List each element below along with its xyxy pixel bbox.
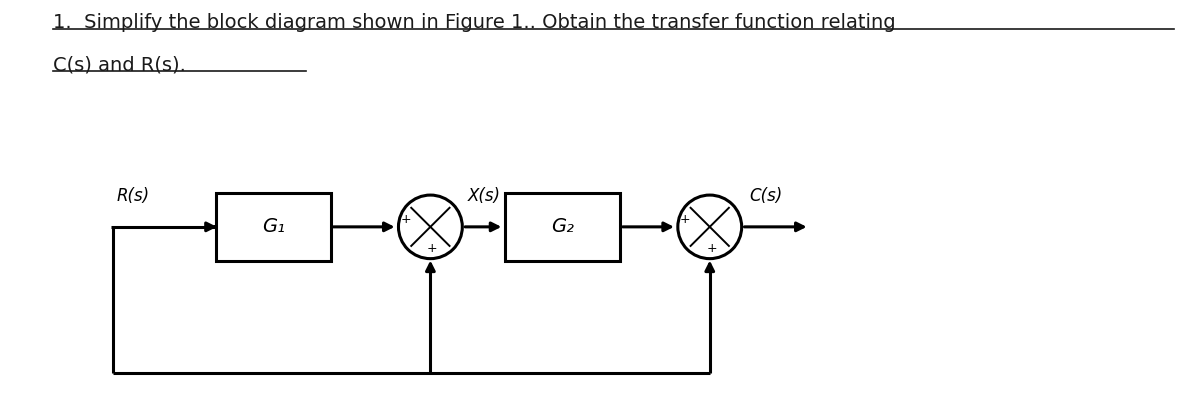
- Text: +: +: [427, 242, 438, 255]
- Text: G₂: G₂: [551, 218, 574, 236]
- Bar: [505, 193, 620, 261]
- Text: C(s): C(s): [750, 187, 782, 205]
- Text: 1.  Simplify the block diagram shown in Figure 1.. Obtain the transfer function : 1. Simplify the block diagram shown in F…: [53, 13, 896, 32]
- Circle shape: [398, 195, 462, 259]
- Text: +: +: [679, 213, 690, 227]
- Text: +: +: [707, 242, 718, 255]
- Bar: [216, 193, 331, 261]
- Text: +: +: [400, 213, 410, 227]
- Text: G₁: G₁: [262, 218, 284, 236]
- Text: R(s): R(s): [116, 187, 149, 205]
- Circle shape: [678, 195, 742, 259]
- Text: C(s) and R(s).: C(s) and R(s).: [53, 55, 186, 74]
- Text: X(s): X(s): [467, 187, 500, 205]
